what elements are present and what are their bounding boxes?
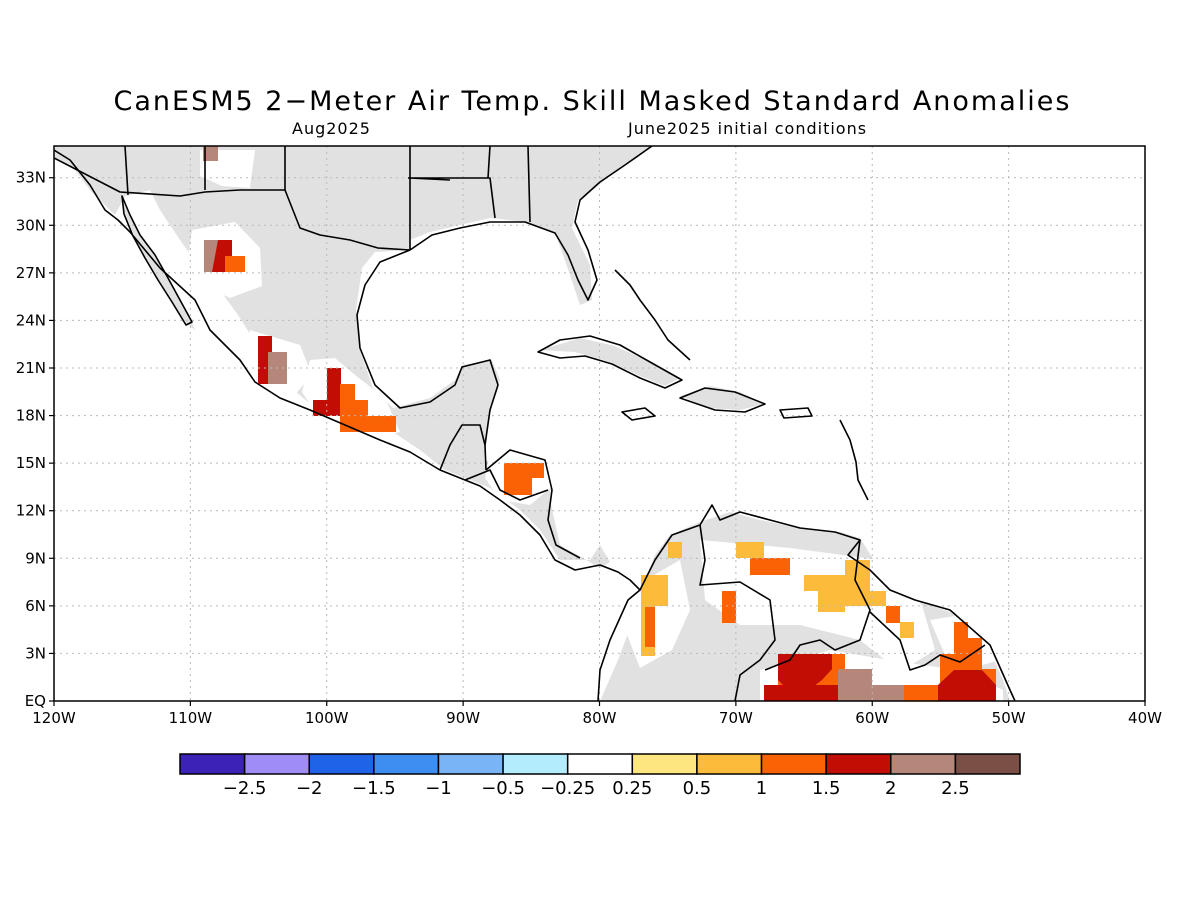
colorbar-swatch	[890, 753, 957, 775]
colorbar-label: 1.5	[812, 778, 841, 799]
colorbar-label: 0.5	[683, 778, 712, 799]
colorbar-label: −2.5	[223, 778, 267, 799]
anomaly-cell	[504, 463, 544, 495]
init-conditions-label: June2025 initial conditions	[628, 119, 868, 138]
chart-title: CanESM5 2−Meter Air Temp. Skill Masked S…	[113, 86, 1072, 117]
colorbar-swatch	[373, 753, 440, 775]
lon-tick-label: 50W	[992, 709, 1026, 727]
border-central-america	[464, 469, 549, 501]
lat-tick-label: 21N	[16, 359, 46, 377]
lon-tick-label: 120W	[32, 709, 76, 727]
colorbar-swatch	[825, 753, 892, 775]
colorbar-label: −1	[425, 778, 452, 799]
lat-tick-label: 9N	[25, 549, 46, 567]
anomaly-cell	[722, 591, 736, 623]
coastlines	[54, 146, 1016, 701]
border-mexico-guatemala	[439, 424, 486, 471]
lon-tick-label: 110W	[169, 709, 213, 727]
lon-tick-label: 100W	[305, 709, 349, 727]
colorbar-label: 2.5	[941, 778, 970, 799]
valid-month-label: Aug2025	[292, 119, 371, 138]
anomaly-cell	[764, 685, 838, 701]
border-guianas	[869, 611, 986, 671]
colorbar-swatch	[954, 753, 1021, 775]
lat-tick-label: 33N	[16, 169, 46, 187]
lat-tick-label: 6N	[25, 597, 46, 615]
colorbar-swatch	[179, 753, 246, 775]
colorbar-swatch	[566, 753, 634, 775]
lat-tick-label: 24N	[16, 311, 46, 329]
coastline-puerto-rico	[779, 407, 813, 419]
coastline-lesser-antilles	[839, 419, 869, 501]
lon-tick-label: 90W	[446, 709, 480, 727]
land-southeast-us	[410, 146, 652, 305]
axis-tick-labels: 120W 110W 100W 90W 80W 70W 60W 50W 40W EQ 3N 6N 9N 12…	[16, 169, 1162, 727]
lon-tick-label: 60W	[855, 709, 889, 727]
colorbar-swatch	[308, 753, 375, 775]
colorbar-label: −1.5	[352, 778, 396, 799]
lat-tick-label: 30N	[16, 216, 46, 234]
colorbar-swatch	[631, 753, 698, 775]
colorbar-swatch	[437, 753, 504, 775]
colorbar-label: 0.25	[612, 778, 652, 799]
anomaly-cell	[327, 368, 341, 416]
coastline-gulf-of-mexico	[356, 249, 499, 471]
colorbar-swatch	[760, 753, 827, 775]
coastline-jamaica	[621, 407, 656, 421]
anomaly-cell	[838, 669, 904, 701]
coastline-hispaniola	[679, 387, 766, 413]
anomaly-cell	[750, 558, 790, 575]
border-us-states	[124, 146, 531, 250]
border-venezuela-guyana	[764, 539, 871, 671]
colorbar-label: −2	[296, 778, 323, 799]
anomaly-cell	[804, 560, 886, 612]
gridlines	[54, 146, 1145, 701]
anomaly-cell	[203, 146, 218, 161]
colorbar-label: −0.5	[481, 778, 525, 799]
coastline-cuba	[537, 335, 683, 389]
anomaly-cell	[736, 542, 764, 558]
lat-tick-label: EQ	[25, 692, 46, 710]
lat-tick-label: 3N	[25, 644, 46, 662]
lon-tick-label: 70W	[719, 709, 753, 727]
anomaly-cell	[225, 256, 245, 272]
anomaly-cell	[900, 622, 914, 638]
border-colombia-venezuela	[699, 524, 776, 701]
land-hispaniola	[680, 386, 765, 410]
anomaly-cell	[340, 384, 396, 432]
coastline-us-gulf	[409, 146, 653, 301]
lat-tick-label: 27N	[16, 264, 46, 282]
anomaly-cell	[645, 607, 655, 647]
colorbar-label: 2	[885, 778, 896, 799]
colorbar-swatch	[502, 753, 569, 775]
coastline-pacific-mexico	[54, 149, 641, 701]
anomaly-cell	[886, 606, 900, 623]
lat-tick-label: 15N	[16, 454, 46, 472]
lon-tick-label: 80W	[583, 709, 617, 727]
coastline-baja	[121, 195, 193, 326]
coastline-bahamas	[614, 269, 691, 361]
coastline-caribbean-central-america	[485, 449, 581, 559]
lat-tick-label: 12N	[16, 502, 46, 520]
lat-tick-label: 18N	[16, 407, 46, 425]
anomaly-cell	[938, 670, 996, 701]
anomaly-cell	[668, 542, 682, 558]
colorbar-swatch	[243, 753, 310, 775]
lon-tick-label: 40W	[1128, 709, 1162, 727]
anomaly-patches-layer	[203, 146, 996, 701]
colorbar: −2.5 −2 −1.5 −1 −0.5 −0.25 0.25 0.5 1 1.5 2 2.5	[179, 753, 1021, 799]
colorbar-label: 1	[756, 778, 767, 799]
anomaly-cell	[778, 654, 832, 692]
colorbar-label: −0.25	[540, 778, 595, 799]
colorbar-swatch	[696, 753, 763, 775]
axis-ticks	[49, 177, 1146, 706]
land-cuba	[540, 338, 680, 386]
